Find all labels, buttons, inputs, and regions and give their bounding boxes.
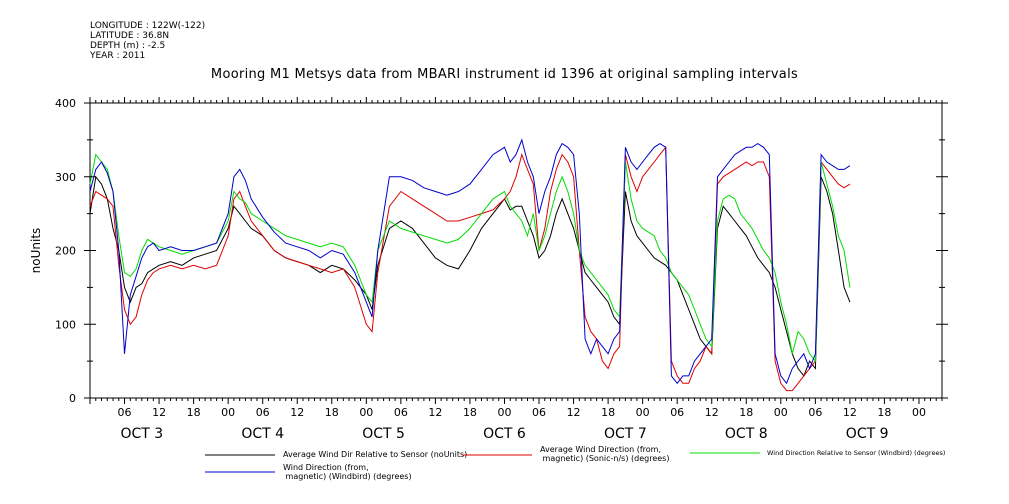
x-hour-tick-label: 12 bbox=[567, 406, 581, 419]
x-hour-tick-label: 12 bbox=[428, 406, 442, 419]
y-tick-label: 400 bbox=[55, 97, 76, 110]
x-hour-tick-label: 18 bbox=[877, 406, 891, 419]
x-hour-tick-label: 18 bbox=[325, 406, 339, 419]
x-day-label: OCT 4 bbox=[241, 426, 284, 442]
x-day-label: OCT 6 bbox=[483, 426, 526, 442]
legend-label-4: Wind Direction (from, magnetic) (Windbir… bbox=[283, 463, 412, 481]
x-hour-tick-label: 06 bbox=[394, 406, 408, 419]
x-hour-tick-label: 12 bbox=[290, 406, 304, 419]
x-hour-tick-label: 18 bbox=[739, 406, 753, 419]
x-hour-tick-label: 18 bbox=[463, 406, 477, 419]
year-label: YEAR : 2011 bbox=[90, 51, 146, 61]
x-hour-tick-label: 06 bbox=[808, 406, 822, 419]
legend-label-1: Average Wind Dir Relative to Sensor (noU… bbox=[283, 450, 467, 459]
series-line-4 bbox=[89, 138, 851, 385]
legend-label-3: Wind Direction Relative to Sensor (Windb… bbox=[767, 449, 945, 457]
series-line-2 bbox=[89, 145, 851, 392]
x-hour-tick-label: 12 bbox=[705, 406, 719, 419]
x-hour-tick-label: 12 bbox=[152, 406, 166, 419]
x-hour-tick-label: 00 bbox=[912, 406, 926, 419]
x-hour-tick-label: 00 bbox=[497, 406, 511, 419]
y-tick-label: 300 bbox=[55, 171, 76, 184]
x-hour-tick-label: 00 bbox=[774, 406, 788, 419]
series-line-3 bbox=[89, 153, 851, 363]
series-layer bbox=[89, 138, 851, 392]
x-hour-tick-label: 06 bbox=[256, 406, 270, 419]
chart-title: Mooring M1 Metsys data from MBARI instru… bbox=[210, 67, 799, 82]
latitude-label: LATITUDE : 36.8N bbox=[90, 31, 170, 41]
x-hour-tick-label: 00 bbox=[636, 406, 650, 419]
y-tick-label: 0 bbox=[69, 392, 76, 405]
axes-layer: 0 100 200 300 400 noUnits 06 12 18 00 06 12 18 00 06 12… bbox=[29, 97, 948, 442]
x-hour-tick-label: 06 bbox=[118, 406, 132, 419]
x-hour-tick-label: 18 bbox=[601, 406, 615, 419]
series-line-1 bbox=[89, 175, 851, 377]
x-hour-tick-label: 06 bbox=[532, 406, 546, 419]
plot-area bbox=[89, 102, 943, 399]
x-day-label: OCT 9 bbox=[846, 426, 889, 442]
metadata-block: LONGITUDE : 122W(-122) LATITUDE : 36.8N … bbox=[90, 21, 205, 61]
y-tick-label: 200 bbox=[55, 245, 76, 258]
y-tick-label: 100 bbox=[55, 318, 76, 331]
x-day-label: OCT 5 bbox=[362, 426, 405, 442]
legend: Average Wind Dir Relative to Sensor (noU… bbox=[205, 445, 945, 481]
x-hour-tick-label: 00 bbox=[221, 406, 235, 419]
y-axis-label: noUnits bbox=[29, 228, 43, 274]
plot-frame bbox=[89, 102, 943, 399]
x-hour-tick-label: 18 bbox=[187, 406, 201, 419]
x-day-label: OCT 8 bbox=[725, 426, 768, 442]
longitude-label: LONGITUDE : 122W(-122) bbox=[90, 21, 206, 31]
legend-label-2: Average Wind Direction (from, magnetic) … bbox=[540, 445, 669, 463]
x-hour-tick-label: 00 bbox=[359, 406, 373, 419]
depth-label: DEPTH (m) : -2.5 bbox=[90, 41, 166, 51]
x-day-label: OCT 7 bbox=[604, 426, 647, 442]
x-day-label: OCT 3 bbox=[120, 426, 163, 442]
x-hour-tick-label: 06 bbox=[670, 406, 684, 419]
x-hour-tick-label: 12 bbox=[843, 406, 857, 419]
